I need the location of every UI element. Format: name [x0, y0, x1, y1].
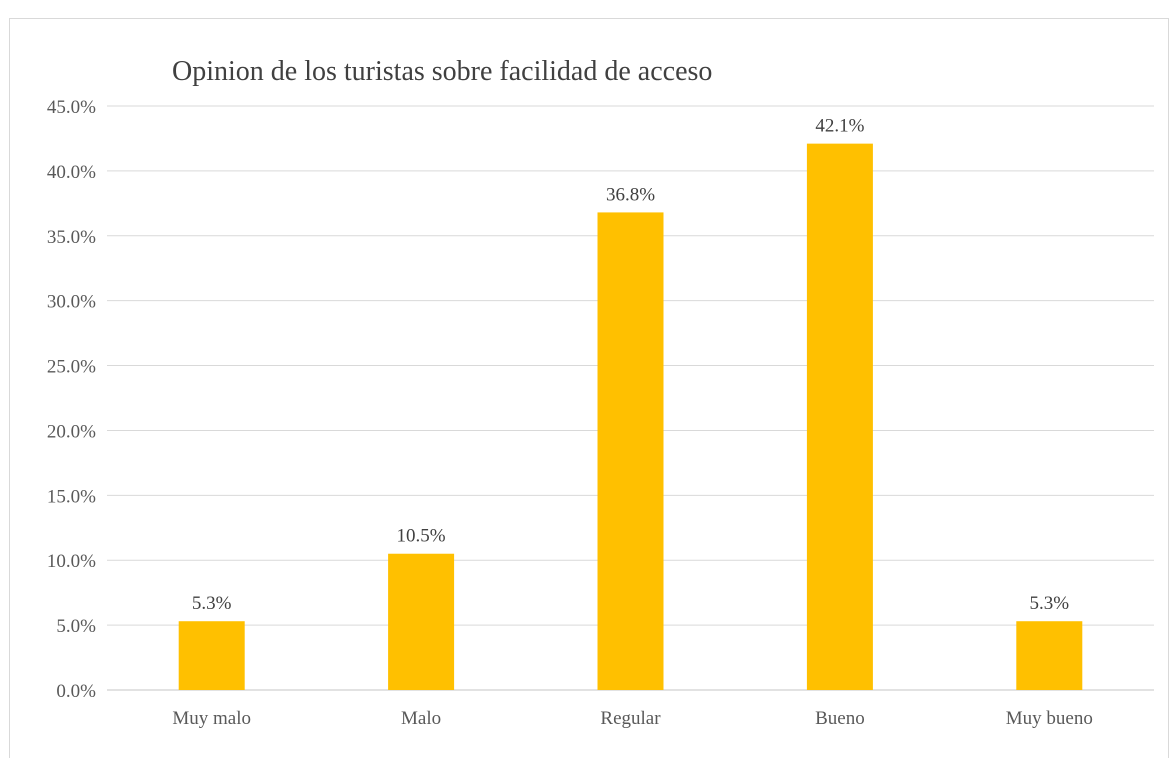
y-tick-label: 35.0%	[47, 227, 96, 248]
x-tick-label: Malo	[401, 708, 441, 729]
data-label: 36.8%	[606, 184, 655, 205]
data-label: 5.3%	[1030, 593, 1070, 614]
y-tick-label: 20.0%	[47, 421, 96, 442]
y-tick-label: 5.0%	[56, 616, 96, 637]
bar	[178, 621, 245, 690]
y-tick-label: 15.0%	[47, 486, 96, 507]
bar-chart: Opinion de los turistas sobre facilidad …	[47, 56, 1154, 729]
x-tick-label: Muy malo	[172, 708, 251, 729]
bar	[806, 143, 873, 690]
y-tick-label: 40.0%	[47, 162, 96, 183]
y-tick-label: 10.0%	[47, 551, 96, 572]
data-labels: 5.3% 10.5% 36.8% 42.1% 5.3%	[192, 116, 1069, 615]
bar	[388, 553, 455, 690]
y-tick-label: 0.0%	[56, 681, 96, 702]
bar	[597, 212, 664, 690]
bar	[1016, 621, 1083, 690]
bars	[178, 143, 1083, 690]
y-axis-tick-labels: 0.0% 5.0% 10.0% 15.0% 20.0% 25.0% 30.0% 35.0% 40…	[47, 97, 96, 702]
data-label: 42.1%	[815, 116, 864, 137]
chart-frame	[9, 18, 1169, 758]
chart-title: Opinion de los turistas sobre facilidad …	[172, 56, 712, 87]
x-axis-tick-labels: Muy malo Malo Regular Bueno Muy bueno	[172, 708, 1092, 729]
data-label: 5.3%	[192, 593, 232, 614]
y-tick-label: 25.0%	[47, 357, 96, 378]
y-tick-label: 45.0%	[47, 97, 96, 118]
y-tick-label: 30.0%	[47, 292, 96, 313]
data-label: 10.5%	[397, 526, 446, 547]
x-tick-label: Bueno	[815, 708, 865, 729]
x-tick-label: Muy bueno	[1006, 708, 1093, 729]
x-tick-label: Regular	[600, 708, 661, 729]
